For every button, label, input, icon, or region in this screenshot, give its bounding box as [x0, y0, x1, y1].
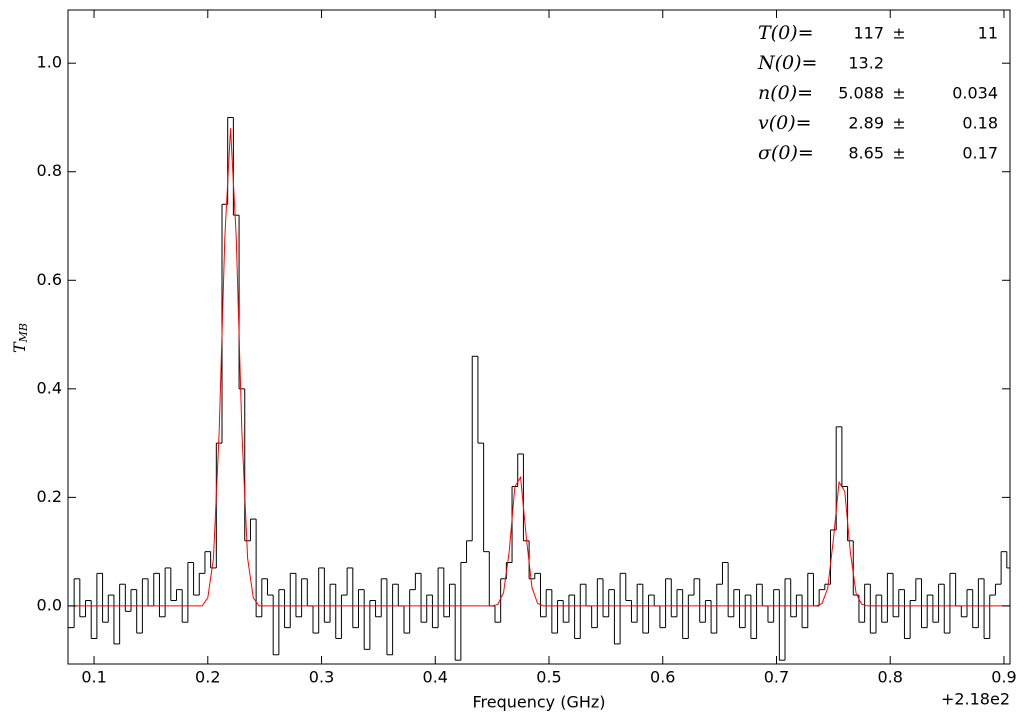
- annotation-pm: ±: [892, 144, 905, 163]
- annotation-error: 0.034: [952, 84, 998, 103]
- x-tick-label: 0.3: [309, 668, 334, 687]
- annotation-value: 117: [853, 24, 884, 43]
- annotation-value: 8.65: [848, 144, 884, 163]
- y-axis-label-main: TMB: [10, 323, 31, 353]
- model-fit-line: [68, 128, 1010, 607]
- x-tick-label: 0.4: [423, 668, 448, 687]
- y-tick-label: 0.4: [37, 378, 62, 397]
- x-tick-label: 0.6: [650, 668, 675, 687]
- x-tick-label: 0.7: [764, 668, 789, 687]
- axes-frame: [67, 9, 1011, 665]
- x-axis-label: Frequency (GHz): [472, 693, 605, 712]
- annotation-value: 13.2: [848, 54, 884, 73]
- annotation-error: 0.17: [962, 144, 998, 163]
- fit-annotations: T(0)= 117 ±11 N(0)= 13.2 n(0)= 5.088 ±0.034 v(0)…: [757, 22, 998, 164]
- annotation-label: n(0)=: [758, 82, 813, 104]
- y-axis-label-sub: MB: [17, 323, 30, 343]
- annotation-error: 0.18: [962, 114, 998, 133]
- annotation-label: σ(0)=: [758, 142, 814, 164]
- y-tick-label: 0.6: [37, 270, 62, 289]
- annotation-label: v(0)=: [758, 112, 812, 134]
- annotation-label: T(0)=: [758, 22, 814, 44]
- x-tick-label: 0.8: [878, 668, 903, 687]
- annotation-value: 2.89: [848, 114, 884, 133]
- annotation-pm: ±: [892, 114, 905, 133]
- y-tick-label: 0.0: [37, 595, 62, 614]
- annotation-label: N(0)=: [757, 52, 817, 74]
- y-axis-label-main: T: [10, 341, 29, 353]
- x-tick-label: 0.9: [991, 668, 1016, 687]
- y-axis-label: TMB: [10, 323, 31, 353]
- plot-area: [68, 116, 1010, 661]
- annotation-pm: ±: [892, 24, 905, 43]
- annotation-error: 11: [978, 24, 998, 43]
- x-offset-label: +2.18e2: [941, 690, 1010, 709]
- x-tick-label: 0.1: [81, 668, 106, 687]
- y-tick-label: 0.2: [37, 487, 62, 506]
- annotation-value: 5.088: [838, 84, 884, 103]
- y-tick-label: 1.0: [37, 53, 62, 72]
- x-tick-label: 0.2: [195, 668, 220, 687]
- annotation-pm: ±: [892, 84, 905, 103]
- y-tick-label: 0.8: [37, 161, 62, 180]
- x-tick-label: 0.5: [536, 668, 561, 687]
